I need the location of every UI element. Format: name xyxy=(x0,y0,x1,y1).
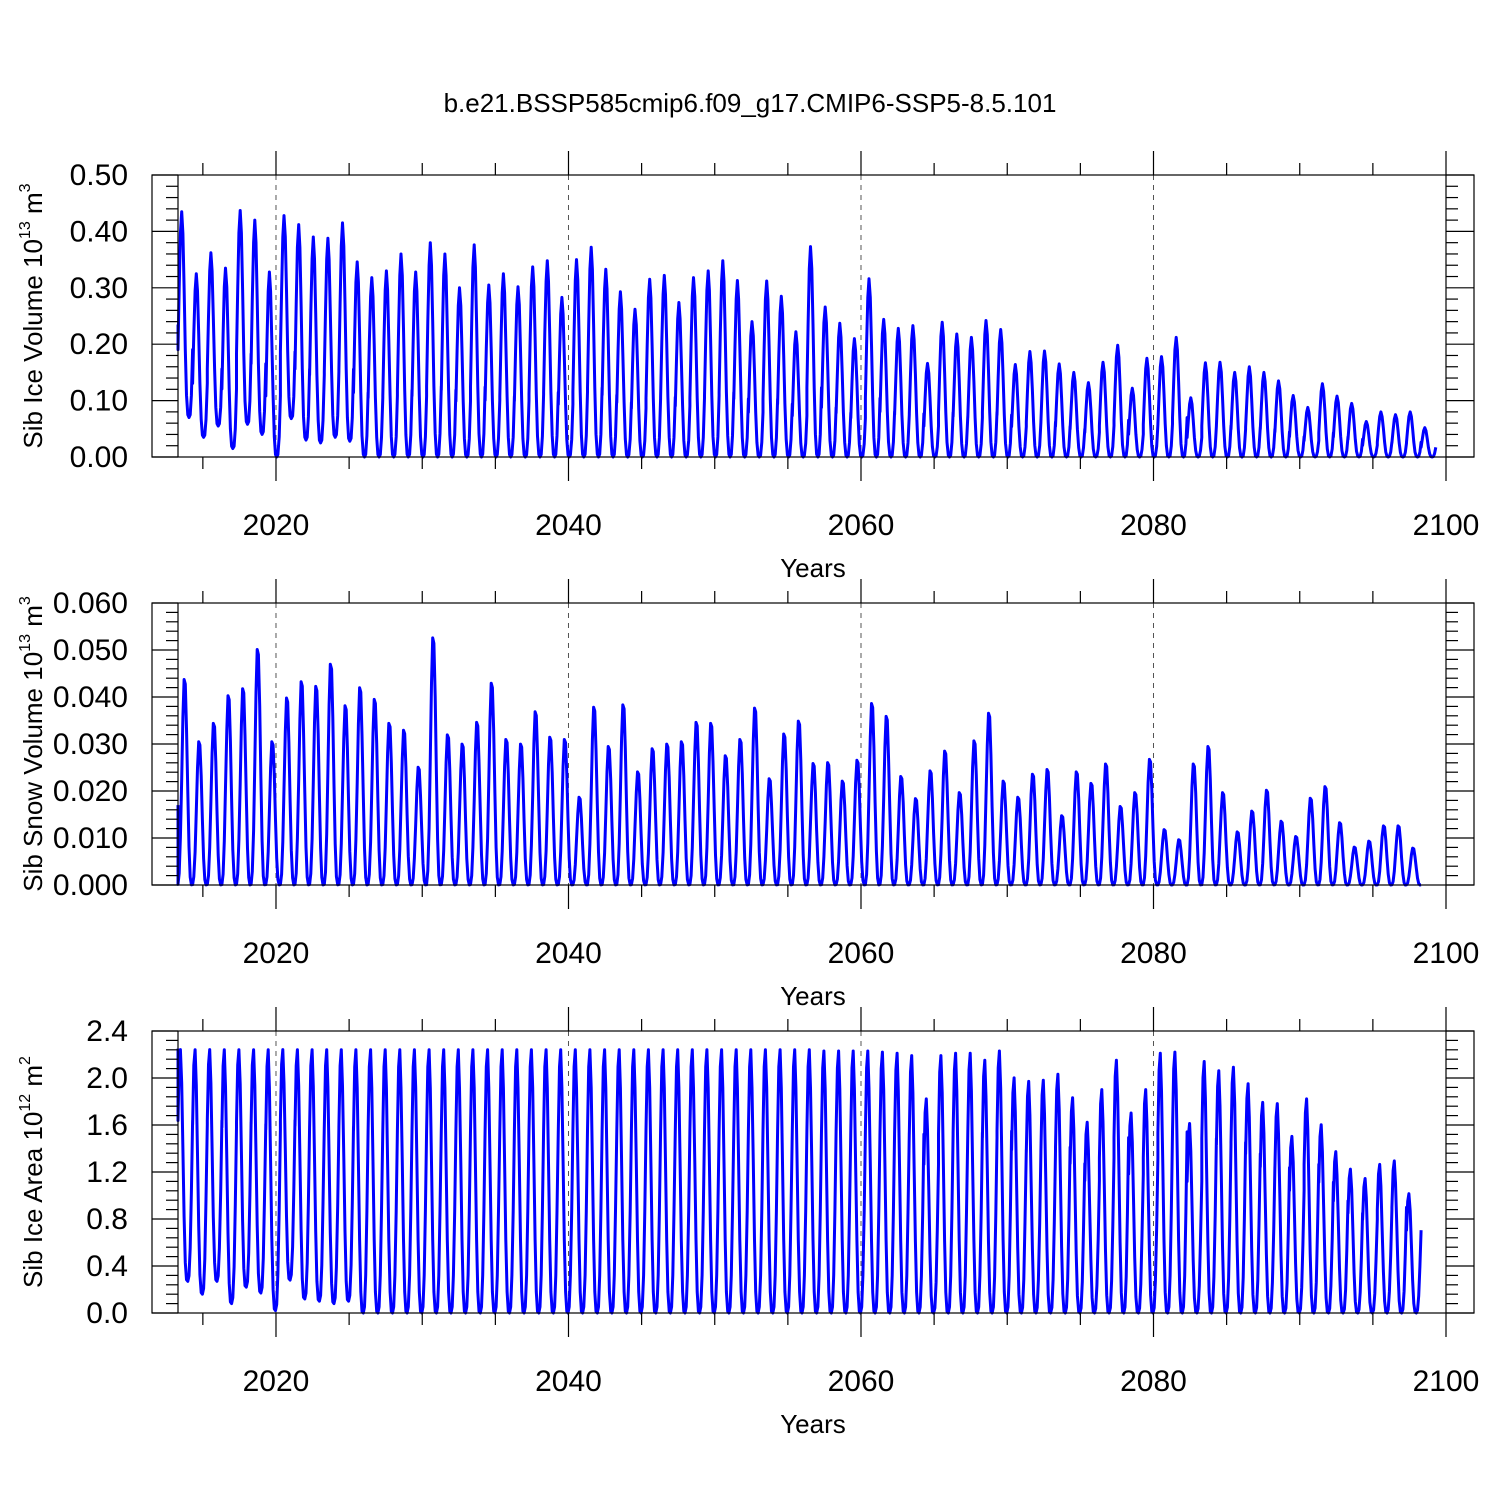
y-axis-label-unit: m xyxy=(18,605,48,634)
y-tick-label: 0.060 xyxy=(53,587,128,620)
y-axis-label-text: Sib Ice Area 10 xyxy=(18,1112,48,1288)
chart-panel-1: 0.00 0.10 0.20 0.30 0.40 0.50 2020 2040 2060 2080… xyxy=(17,151,1479,583)
y-axis-label-exp: 13 xyxy=(17,221,34,239)
y-tick-label: 0.050 xyxy=(53,634,128,667)
y-axis-label-exp: 13 xyxy=(17,634,34,652)
y-tick-label: 1.2 xyxy=(86,1156,128,1189)
y-tick-label: 0.4 xyxy=(86,1250,128,1283)
y-axis-label-unit-exp: 3 xyxy=(17,183,34,192)
y-tick-label: 0.30 xyxy=(70,272,128,305)
y-tick-label: 2.4 xyxy=(86,1015,128,1048)
x-axis-label: Years xyxy=(780,553,846,583)
y-axis-label: Sib Snow Volume 1013 m3 xyxy=(17,596,48,892)
y-axis-label-unit-exp: 2 xyxy=(17,1056,34,1065)
y-axis-label-exp: 12 xyxy=(17,1094,34,1112)
x-tick-label: 2060 xyxy=(828,1365,895,1398)
y-tick-label: 0.000 xyxy=(53,869,128,902)
y-tick-label: 2.0 xyxy=(86,1062,128,1095)
chart-panel-3: 0.0 0.4 0.8 1.2 1.6 2.0 2.4 2020 2040 2060 2080 210… xyxy=(17,1007,1479,1439)
x-tick-label: 2080 xyxy=(1120,509,1187,542)
chart-panel-2: 0.000 0.010 0.020 0.030 0.040 0.050 0.060 2020 2… xyxy=(17,579,1479,1011)
chart-panels: 0.00 0.10 0.20 0.30 0.40 0.50 2020 2040 2060 2080… xyxy=(17,151,1479,1439)
y-axis-label-text: Sib Ice Volume 10 xyxy=(18,239,48,449)
x-tick-label: 2020 xyxy=(243,937,310,970)
x-tick-label: 2020 xyxy=(243,1365,310,1398)
page-title: b.e21.BSSP585cmip6.f09_g17.CMIP6-SSP5-8.… xyxy=(444,88,1057,118)
y-tick-label: 0.010 xyxy=(53,822,128,855)
y-axis-label-unit-exp: 3 xyxy=(17,596,34,605)
x-tick-label: 2060 xyxy=(828,937,895,970)
y-axis-label-unit: m xyxy=(18,192,48,221)
x-tick-label: 2100 xyxy=(1413,509,1480,542)
y-tick-label: 0.040 xyxy=(53,681,128,714)
y-tick-label: 0.20 xyxy=(70,328,128,361)
y-axis-label-unit: m xyxy=(18,1065,48,1094)
y-tick-label: 1.6 xyxy=(86,1109,128,1142)
x-tick-label: 2080 xyxy=(1120,937,1187,970)
y-tick-label: 0.40 xyxy=(70,215,128,248)
x-tick-label: 2020 xyxy=(243,509,310,542)
x-axis-label: Years xyxy=(780,1409,846,1439)
x-tick-label: 2040 xyxy=(535,937,602,970)
x-axis-label: Years xyxy=(780,981,846,1011)
y-tick-label: 0.50 xyxy=(70,159,128,192)
series-line xyxy=(176,209,1438,459)
series-line xyxy=(176,1048,1423,1315)
y-axis-label-text: Sib Snow Volume 10 xyxy=(18,652,48,892)
y-tick-label: 0.0 xyxy=(86,1297,128,1330)
y-tick-label: 0.00 xyxy=(70,441,128,474)
x-tick-label: 2060 xyxy=(828,509,895,542)
x-tick-label: 2040 xyxy=(535,509,602,542)
plot-frame xyxy=(151,174,1475,458)
y-tick-label: 0.10 xyxy=(70,385,128,418)
series-line xyxy=(176,636,1422,887)
y-tick-label: 0.020 xyxy=(53,775,128,808)
y-axis-label: Sib Ice Volume 1013 m3 xyxy=(17,183,48,448)
x-tick-label: 2080 xyxy=(1120,1365,1187,1398)
x-tick-label: 2100 xyxy=(1413,937,1480,970)
x-tick-label: 2100 xyxy=(1413,1365,1480,1398)
y-axis-label: Sib Ice Area 1012 m2 xyxy=(17,1056,48,1288)
y-tick-label: 0.030 xyxy=(53,728,128,761)
y-tick-label: 0.8 xyxy=(86,1203,128,1236)
x-tick-label: 2040 xyxy=(535,1365,602,1398)
